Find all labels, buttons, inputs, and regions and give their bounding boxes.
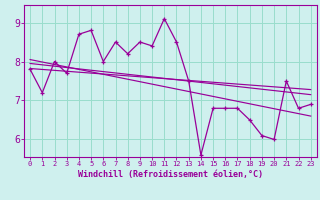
X-axis label: Windchill (Refroidissement éolien,°C): Windchill (Refroidissement éolien,°C) bbox=[78, 170, 263, 179]
